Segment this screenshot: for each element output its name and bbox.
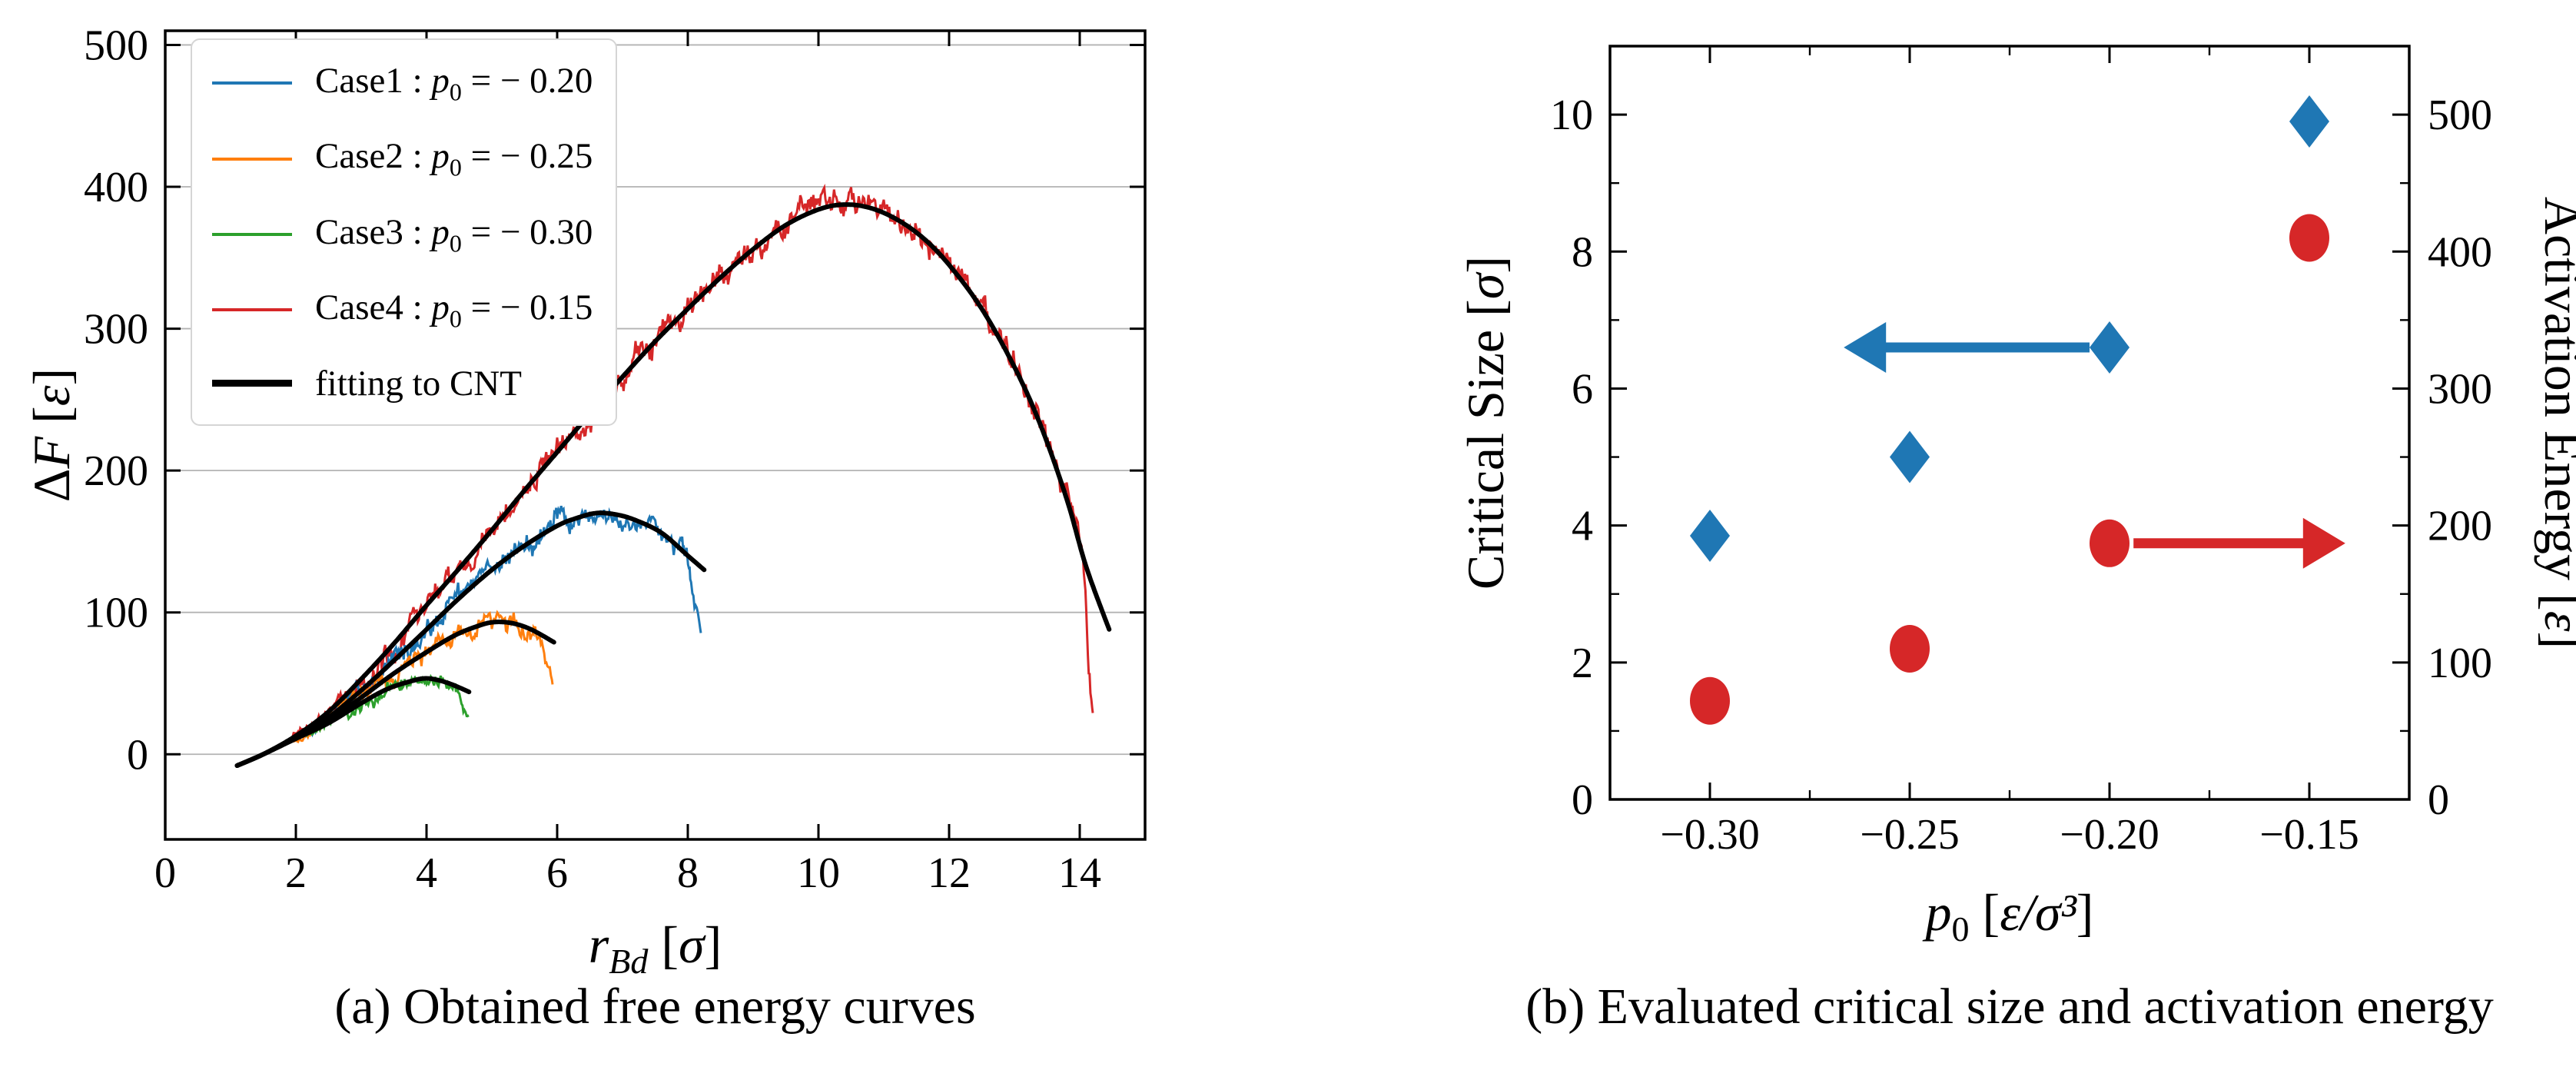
axes: −0.30 −0.25 −0.20 −0.1502468100100200300400… <box>1550 45 2492 859</box>
panel-free-energy: 0 2 4 6 8 10 12 14 0 100 200 300 400 500 rBd [σ] ΔF [ε]… <box>22 22 1147 1035</box>
activation-energy-marker <box>1890 625 1930 673</box>
activation-energy-marker <box>2289 214 2329 262</box>
x-tick-label: 8 <box>677 849 699 897</box>
activation-energy-arrow-head <box>2302 517 2345 569</box>
critical-size-marker <box>2289 95 2329 148</box>
legend-label: Case3 : p0 = − 0.30 <box>315 211 593 258</box>
x-tick-label: −0.30 <box>1660 811 1760 859</box>
legend-item: Case3 : p0 = − 0.30 <box>212 211 593 258</box>
legend-item: fitting to CNT <box>212 363 593 404</box>
y-right-tick-label: 200 <box>2428 503 2492 550</box>
critical-activation-chart: −0.30 −0.25 −0.20 −0.1502468100100200300400… <box>1456 45 2576 949</box>
legend-label: Case2 : p0 = − 0.25 <box>315 136 593 181</box>
plot-frame <box>164 29 1147 841</box>
panel-critical-activation: −0.30 −0.25 −0.20 −0.15 0 2 4 6 8 10 0 100 200 300 400… <box>1288 0 2576 1070</box>
annotations <box>1844 322 2345 569</box>
x-tick-label: −0.15 <box>2259 811 2359 859</box>
y-tick-label: 500 <box>84 22 148 69</box>
legend-line-sample <box>212 232 292 236</box>
data-points <box>1690 95 2329 725</box>
x-tick-label: 0 <box>154 849 176 897</box>
legend-item: Case4 : p0 = − 0.15 <box>212 287 593 333</box>
legend-line-sample <box>212 308 292 312</box>
critical-size-marker <box>1690 510 1730 562</box>
legend-item: Case1 : p0 = − 0.20 <box>212 60 593 106</box>
y-left-tick-label: 0 <box>1572 776 1593 824</box>
critical-size-marker <box>2090 321 2130 374</box>
y-left-tick-label: 2 <box>1572 640 1593 687</box>
x-tick-label: 6 <box>546 849 568 897</box>
y-left-tick-label: 8 <box>1572 228 1593 276</box>
x-axis-label: p0 [ε/σ³] <box>1923 883 2094 949</box>
x-tick-label: −0.20 <box>2060 811 2159 859</box>
y-tick-label: 0 <box>127 731 148 779</box>
axes: 0 2 4 6 8 10 12 14 0 100 200 300 400 500 <box>84 22 1147 897</box>
activation-energy-marker <box>1690 676 1730 725</box>
x-tick-label: 2 <box>285 849 307 897</box>
caption-a: (a) Obtained free energy curves <box>334 979 976 1035</box>
series-case3-fit <box>234 676 472 768</box>
y-right-tick-label: 500 <box>2428 91 2492 139</box>
caption-b: (b) Evaluated critical size and activati… <box>1525 979 2494 1035</box>
legend-label: fitting to CNT <box>315 363 522 404</box>
plot-frame <box>1608 45 2411 801</box>
y-axis-label: ΔF [ε] <box>22 368 81 502</box>
y-left-tick-label: 10 <box>1550 91 1593 139</box>
legend-line-sample <box>212 380 292 387</box>
legend-line-sample <box>212 81 292 85</box>
y-tick-label: 200 <box>84 447 148 495</box>
x-axis-label: rBd [σ] <box>589 915 722 981</box>
legend-line-sample <box>212 157 292 161</box>
x-tick-label: 12 <box>928 849 971 897</box>
y-tick-label: 100 <box>84 590 148 637</box>
legend-item: Case2 : p0 = − 0.25 <box>212 135 593 181</box>
y-left-axis-label: Critical Size [σ] <box>1456 256 1515 590</box>
y-tick-label: 300 <box>84 306 148 354</box>
critical-size-arrow-head <box>1844 322 1887 373</box>
critical-size-marker <box>1890 430 1930 483</box>
legend-label: Case4 : p0 = − 0.15 <box>315 287 593 333</box>
y-right-tick-label: 100 <box>2428 640 2492 687</box>
legend-label: Case1 : p0 = − 0.20 <box>315 61 593 106</box>
y-right-tick-label: 300 <box>2428 365 2492 413</box>
y-left-tick-label: 4 <box>1572 503 1593 550</box>
y-tick-label: 400 <box>84 164 148 211</box>
y-right-tick-label: 0 <box>2428 776 2449 824</box>
x-tick-label: −0.25 <box>1860 811 1960 859</box>
cnt-fit-curves <box>234 202 1112 768</box>
y-right-tick-label: 400 <box>2428 228 2492 276</box>
activation-energy-marker <box>2090 519 2130 567</box>
x-tick-label: 14 <box>1058 849 1101 897</box>
x-tick-label: 4 <box>416 849 437 897</box>
series-case4-fit <box>234 202 1112 768</box>
x-tick-label: 10 <box>797 849 840 897</box>
y-left-tick-label: 6 <box>1572 365 1593 413</box>
legend: Case1 : p0 = − 0.20 Case2 : p0 = − 0.25 Ca… <box>191 38 618 426</box>
y-right-axis-label: Activation Energy [ε] <box>2534 197 2576 649</box>
